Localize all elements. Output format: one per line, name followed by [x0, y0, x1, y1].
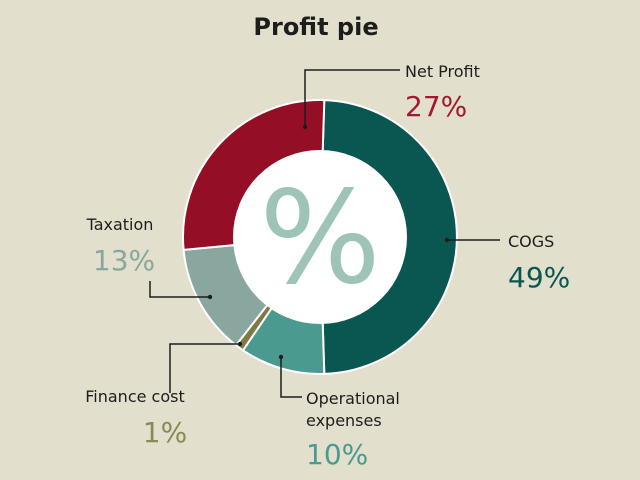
leader-dot-cogs: [444, 237, 450, 243]
leader-dot-finance-cost: [237, 341, 243, 347]
center-percent-symbol: %: [259, 164, 381, 313]
leader-line-taxation: [149, 281, 210, 298]
slice-percent-operational-expenses: 10%: [306, 438, 368, 471]
slice-percent-taxation: 13%: [93, 244, 155, 277]
slice-label-cogs: COGS: [508, 232, 554, 251]
slice-percent-finance-cost: 1%: [143, 416, 187, 449]
leader-dot-net-profit: [302, 124, 308, 130]
slice-label-net-profit: Net Profit: [405, 62, 480, 81]
leader-dot-taxation: [207, 294, 213, 300]
slice-percent-cogs: 49%: [508, 261, 570, 294]
slice-callouts: COGS 49% Operational expenses 10% Finance cos…: [85, 62, 570, 471]
leader-line-finance-cost: [169, 343, 240, 393]
donut-hole: [233, 150, 407, 324]
slice-label-taxation: Taxation: [86, 215, 154, 234]
slice-label-operational-expenses-line-1: Operational: [306, 389, 400, 408]
leader-line-net-profit: [304, 69, 400, 127]
leader-line-operational-expenses: [280, 357, 302, 398]
slice-label-operational-expenses-line-2: expenses: [306, 411, 382, 430]
leader-dot-operational-expenses: [278, 354, 284, 360]
slice-label-finance-cost: Finance cost: [85, 387, 185, 406]
chart-title: Profit pie: [253, 13, 378, 41]
slice-percent-net-profit: 27%: [405, 90, 467, 123]
